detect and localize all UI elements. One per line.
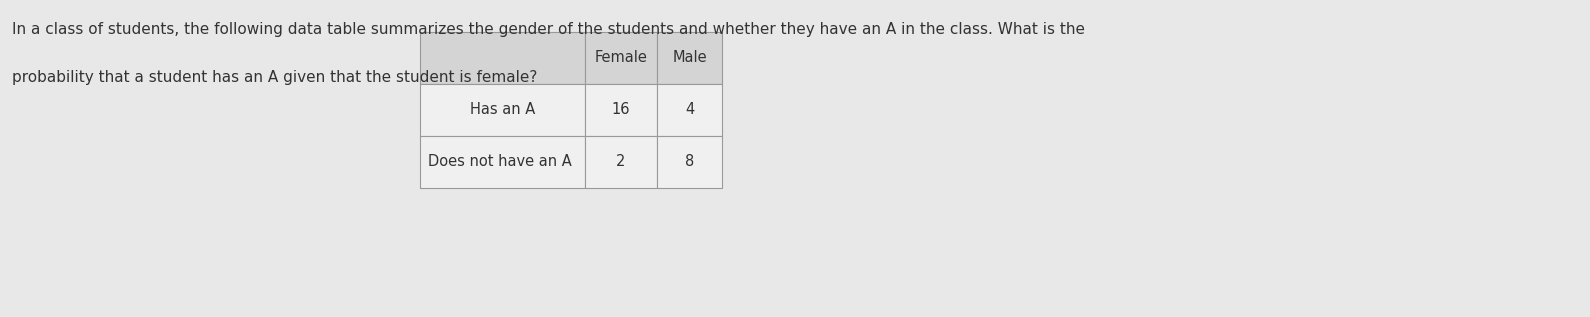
Bar	[420, 32, 585, 84]
Text: 8: 8	[685, 154, 695, 170]
Text: In a class of students, the following data table summarizes the gender of the st: In a class of students, the following da…	[13, 22, 1084, 37]
Text: probability that a student has an A given that the student is female?: probability that a student has an A give…	[13, 70, 537, 85]
Text: 2: 2	[617, 154, 626, 170]
Bar	[585, 136, 657, 188]
Bar	[585, 32, 657, 84]
Bar	[657, 32, 722, 84]
Text: 4: 4	[685, 102, 695, 118]
Bar	[420, 136, 585, 188]
Text: Does not have an A: Does not have an A	[428, 154, 572, 170]
Text: Male: Male	[673, 50, 708, 66]
Bar	[657, 136, 722, 188]
Text: Has an A: Has an A	[471, 102, 536, 118]
Bar	[420, 84, 585, 136]
Bar	[585, 84, 657, 136]
Bar	[657, 84, 722, 136]
Text: Female: Female	[595, 50, 647, 66]
Text: 16: 16	[612, 102, 630, 118]
